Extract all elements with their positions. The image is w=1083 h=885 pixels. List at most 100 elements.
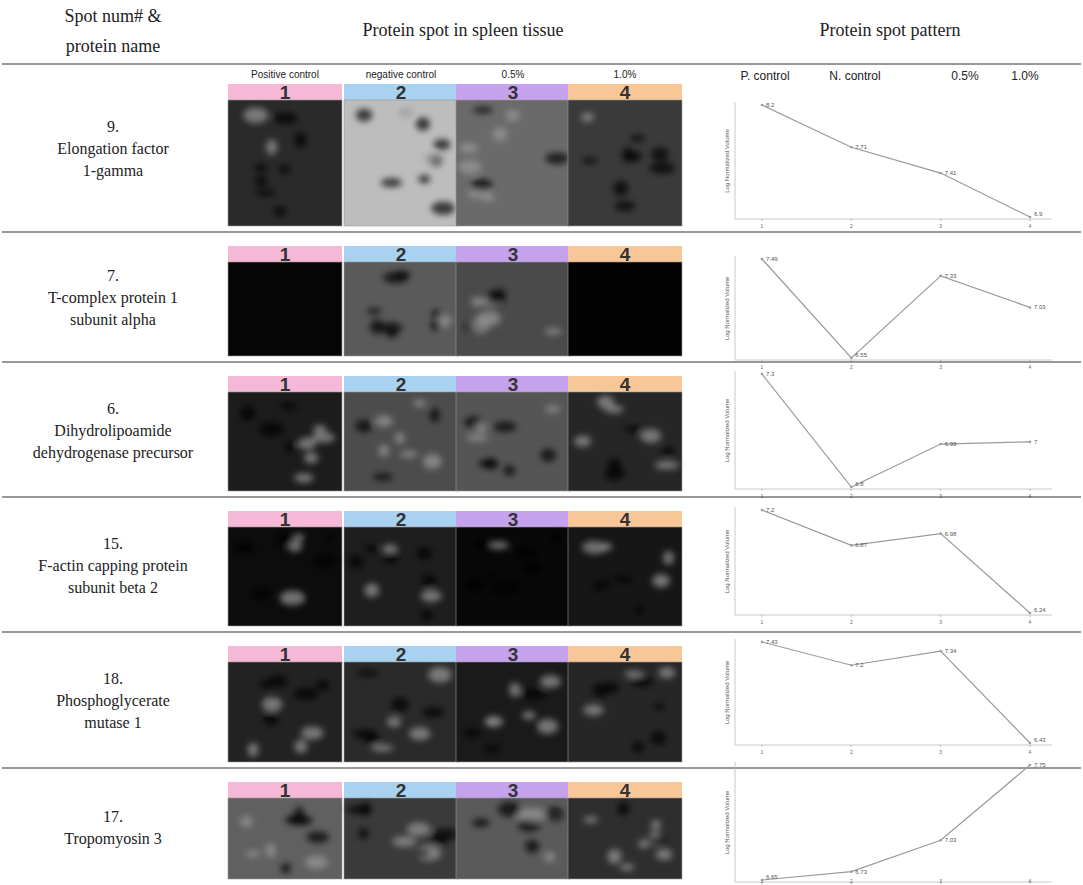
gel-spot [301,727,324,740]
gel-spot [525,840,539,854]
point [939,443,942,446]
data-label: 6.99 [945,441,957,447]
pattern-title: 1.0% [1011,69,1039,83]
gel-spot [370,319,385,334]
point [939,532,942,535]
gel-spot [581,158,598,164]
x-tick-label: 2 [850,749,853,755]
gel-image [228,662,342,762]
gel-spot [632,741,643,753]
x-tick [940,615,941,617]
gel-image [568,262,682,356]
y-label: Log Normalized Volume [724,128,730,192]
gel-spot [359,828,369,840]
gel-spot [255,189,276,196]
x-tick-label: 1 [761,364,764,370]
protein-name: Dihydrolipoamide [54,422,171,440]
x-axis [735,360,1052,361]
gel-spot [422,707,445,717]
x-axis [735,615,1052,616]
lane-number: 3 [508,644,519,665]
gel-spots [472,802,564,863]
gel-spot [581,113,594,122]
gel-spot [240,816,252,827]
gel-spot [623,426,643,433]
gel-spot [493,288,506,303]
x-tick-label: 1 [761,223,764,229]
gel-spot [458,160,481,174]
point [1029,441,1032,444]
gel-spot [545,406,561,413]
gel-spot [649,162,675,174]
protein-name: mutase 1 [84,714,141,731]
gel-image [456,100,570,226]
point [761,258,764,261]
y-label: Log Normalized Volume [724,660,730,724]
x-tick-label: 1 [761,749,764,755]
gel-spot [262,697,283,712]
gel-spot [294,740,307,754]
header: Protein spot pattern [820,20,961,40]
lane-number: 2 [396,244,407,265]
gel-spot [433,828,458,840]
gel-spots [574,395,679,481]
gel-spot [311,432,335,442]
point [1029,216,1032,219]
gel-spot [546,807,564,822]
gel-spot [459,143,478,153]
header: protein name [66,36,160,56]
gel-spots [243,107,306,216]
gel-spot [504,465,516,476]
spot-number: 9. [107,118,119,135]
gel-spot [325,534,335,542]
lane-title: negative control [366,69,437,80]
gel-image [344,798,458,879]
protein-name: dehydrogenase precursor [33,444,194,462]
gel-spot [416,845,441,861]
protein-name: Elongation factor [57,140,169,158]
gel-spot [313,425,327,433]
x-tick-label: 3 [939,223,942,229]
lane-number: 3 [508,374,519,395]
gel-spot [253,164,268,172]
x-axis [735,882,1052,883]
gel-spots [463,675,561,753]
plot [761,258,1032,360]
data-label: 6.87 [855,542,867,548]
x-tick [940,219,941,221]
gel-spot [614,201,635,212]
gel-spot [304,452,318,464]
point [761,373,764,376]
gel-image [568,100,682,226]
gel-spot [293,688,318,700]
lane-number: 3 [508,780,519,801]
gel-spot [520,688,546,699]
gel-image [568,527,682,626]
gel-spot [640,429,661,443]
gel-spot [475,423,487,432]
gel-spot [353,729,378,739]
gel-spots [240,402,335,482]
gel-spot [294,132,307,148]
data-label: 6.55 [855,352,867,358]
gel-spot [280,590,305,605]
rule [2,768,1081,769]
gel-spot [395,432,405,444]
x-tick [940,489,941,491]
data-label: 6.43 [1034,737,1046,743]
point [761,509,764,512]
gel-spot [540,448,556,461]
gel-spot [371,745,393,752]
data-label: 7.2 [766,507,775,513]
gel-spot [387,717,401,727]
gel-spot [482,195,495,201]
gel-spot [592,683,609,698]
gel-spot [537,719,559,734]
gel-spot [648,836,666,844]
gel-image [228,392,342,491]
gel-spot [245,851,261,857]
lane-number: 1 [280,509,291,530]
gel-spot [471,179,492,192]
gel-spot [385,329,398,338]
lane-number: 3 [508,244,519,265]
